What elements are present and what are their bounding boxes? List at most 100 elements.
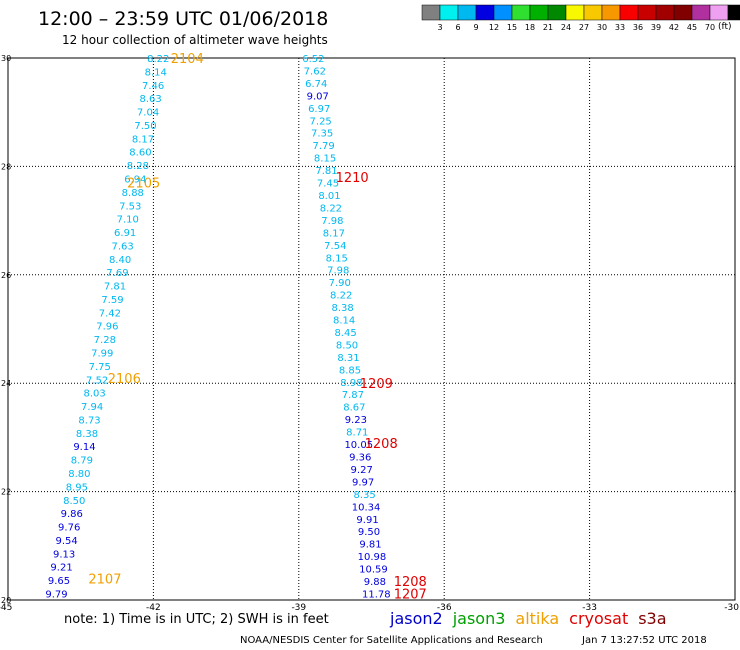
track-value: 9.07 — [307, 91, 329, 102]
track-value: 7.75 — [89, 362, 111, 373]
track-value: 8.50 — [336, 340, 358, 351]
track-value: 8.22 — [320, 203, 342, 214]
track-value: 7.28 — [94, 335, 116, 346]
track-value: 9.79 — [45, 589, 67, 600]
track-value: 9.54 — [56, 536, 78, 547]
track-value: 9.81 — [359, 540, 381, 551]
plot-frame — [7, 57, 736, 601]
colorbar-swatch — [601, 4, 621, 21]
legend-s3a: s3a — [638, 609, 667, 628]
track-value: 7.90 — [329, 278, 351, 289]
colorbar-swatch — [691, 4, 711, 21]
colorbar-swatch — [493, 4, 513, 21]
colorbar-swatch — [709, 4, 729, 21]
track-value: 8.31 — [337, 353, 359, 364]
chart-subtitle: 12 hour collection of altimeter wave hei… — [62, 33, 328, 47]
colorbar-swatch — [655, 4, 675, 21]
footer-note: note: 1) Time is in UTC; 2) SWH is in fe… — [64, 612, 329, 627]
track-value: 7.79 — [312, 141, 334, 152]
track-value: 8.15 — [314, 154, 336, 165]
track-value: 10.59 — [359, 565, 388, 576]
colorbar-label: 6 — [455, 23, 460, 32]
colorbar-label: 9 — [473, 23, 478, 32]
track-value: 7.46 — [142, 81, 164, 92]
track-value: 7.35 — [311, 129, 333, 140]
colorbar-swatch — [439, 4, 459, 21]
x-tick-label: -39 — [291, 603, 306, 613]
track-value: 9.91 — [356, 515, 378, 526]
colorbar-label: 27 — [579, 23, 589, 32]
track-value: 8.17 — [132, 134, 154, 145]
colorbar-label: 36 — [633, 23, 643, 32]
track-value: 6.52 — [302, 54, 324, 65]
y-tick-label: 24 — [1, 379, 11, 388]
track-value: 9.88 — [364, 577, 386, 588]
track-value: 7.98 — [327, 266, 349, 277]
track-value: 7.62 — [304, 66, 326, 77]
colorbar-label: 70 — [705, 23, 715, 32]
track-value: 10.05 — [344, 440, 373, 451]
track-value: 8.14 — [145, 67, 167, 78]
track-value: 7.25 — [310, 116, 332, 127]
track-value: 8.63 — [139, 94, 161, 105]
track-value: 9.86 — [61, 509, 83, 520]
colorbar-swatch — [457, 4, 477, 21]
track-value: 8.50 — [63, 496, 85, 507]
track-value: 7.81 — [104, 282, 126, 293]
colorbar-swatch — [727, 4, 740, 21]
track-value: 8.73 — [78, 415, 100, 426]
track-value: 8.38 — [332, 303, 354, 314]
track-value: 7.04 — [137, 108, 159, 119]
track-value: 10.34 — [352, 502, 381, 513]
legend-cryosat: cryosat — [569, 609, 629, 628]
y-tick-label: 30 — [1, 54, 11, 63]
colorbar-label: 39 — [651, 23, 661, 32]
footer-timestamp: Jan 7 13:27:52 UTC 2018 — [582, 635, 707, 646]
x-tick-label: -45 — [0, 603, 12, 613]
colorbar-swatch — [475, 4, 495, 21]
track-value: 8.15 — [326, 253, 348, 264]
track-value: 8.85 — [339, 365, 361, 376]
track-value: 10.98 — [358, 552, 387, 563]
track-value: 8.38 — [76, 429, 98, 440]
track-value: 9.21 — [50, 563, 72, 574]
colorbar-swatch — [619, 4, 639, 21]
track-value: 7.59 — [101, 295, 123, 306]
track-label: 1208 — [365, 437, 398, 452]
legend-jason2: jason2 — [390, 609, 443, 628]
colorbar-label: 12 — [489, 23, 499, 32]
track-value: 6.97 — [308, 104, 330, 115]
track-value: 8.98 — [340, 378, 362, 389]
legend-altika: altika — [515, 609, 560, 628]
colorbar-swatch — [511, 4, 531, 21]
track-value: 6.94 — [124, 174, 146, 185]
track-label: 2107 — [88, 572, 121, 587]
track-value: 7.63 — [111, 241, 133, 252]
track-value: 11.78 — [362, 589, 391, 600]
track-value: 9.36 — [349, 453, 371, 464]
colorbar-label: 15 — [507, 23, 517, 32]
track-value: 8.28 — [127, 161, 149, 172]
track-value: 8.22 — [330, 291, 352, 302]
track-value: 9.97 — [352, 477, 374, 488]
chart-title: 12:00 – 23:59 UTC 01/06/2018 — [38, 8, 329, 30]
track-value: 6.91 — [114, 228, 136, 239]
track-value: 7.50 — [134, 121, 156, 132]
track-value: 7.98 — [321, 216, 343, 227]
colorbar-swatch — [583, 4, 603, 21]
y-tick-label: 26 — [1, 271, 11, 280]
track-value: 8.14 — [333, 316, 355, 327]
colorbar-label: 33 — [615, 23, 625, 32]
colorbar-swatch — [547, 4, 567, 21]
track-value: 9.76 — [58, 523, 80, 534]
x-tick-label: -36 — [437, 603, 452, 613]
colorbar-label: 45 — [687, 23, 697, 32]
colorbar-label: 24 — [561, 23, 571, 32]
track-value: 8.79 — [71, 456, 93, 467]
track-value: 8.22 — [147, 54, 169, 65]
track-value: 7.10 — [117, 215, 139, 226]
track-value: 6.74 — [305, 79, 327, 90]
colorbar-swatch — [421, 4, 441, 21]
track-label: 1209 — [360, 377, 393, 392]
